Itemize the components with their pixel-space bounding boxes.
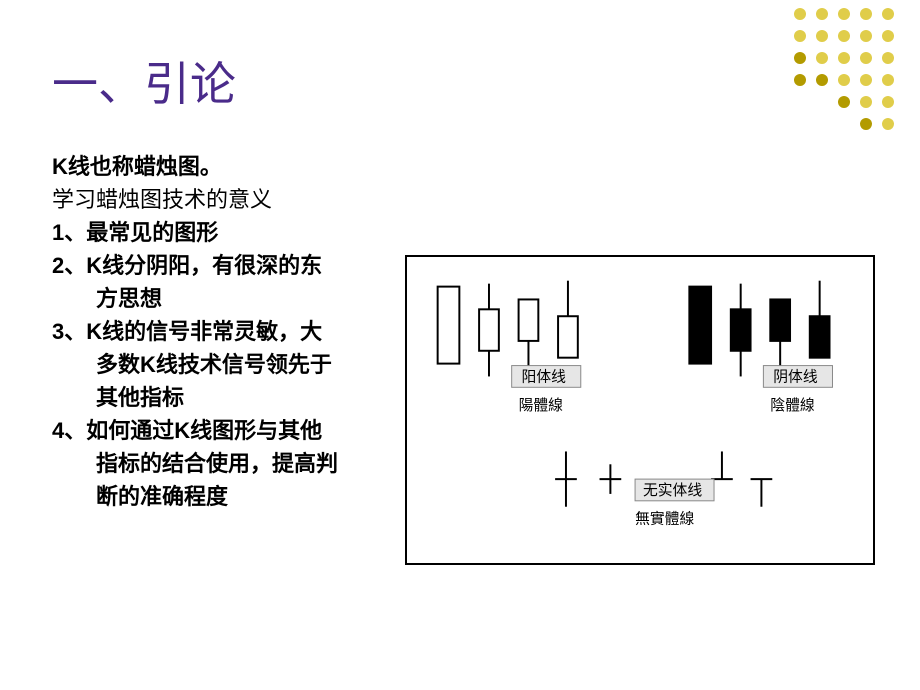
body-line: 2、K线分阴阳，有很深的东	[52, 249, 382, 282]
candlestick-figure: 阳体线陽體線 阴体线陰體線无实体线無實體線	[405, 255, 875, 565]
slide-title: 一、引论	[52, 48, 236, 114]
svg-text:无实体线: 无实体线	[643, 482, 702, 499]
slide-body: K线也称蜡烛图。学习蜡烛图技术的意义1、最常见的图形2、K线分阴阳，有很深的东方…	[52, 150, 382, 513]
svg-text:阳体线: 阳体线	[522, 368, 567, 385]
body-line: 其他指标	[52, 381, 382, 414]
svg-text:陽體線: 陽體線	[519, 397, 564, 414]
body-line: 方思想	[52, 282, 382, 315]
svg-text:阴体线: 阴体线	[773, 368, 818, 385]
body-line: 断的准确程度	[52, 480, 382, 513]
body-line: K线也称蜡烛图。	[52, 150, 382, 183]
svg-text:無實體線: 無實體線	[635, 510, 694, 528]
body-line: 1、最常见的图形	[52, 216, 382, 249]
body-line: 多数K线技术信号领先于	[52, 348, 382, 381]
body-line: 学习蜡烛图技术的意义	[52, 183, 382, 216]
corner-dots-decor	[780, 0, 920, 150]
body-line: 4、如何通过K线图形与其他	[52, 414, 382, 447]
svg-text:陰體線: 陰體線	[770, 397, 815, 414]
body-line: 指标的结合使用，提高判	[52, 447, 382, 480]
body-line: 3、K线的信号非常灵敏，大	[52, 315, 382, 348]
